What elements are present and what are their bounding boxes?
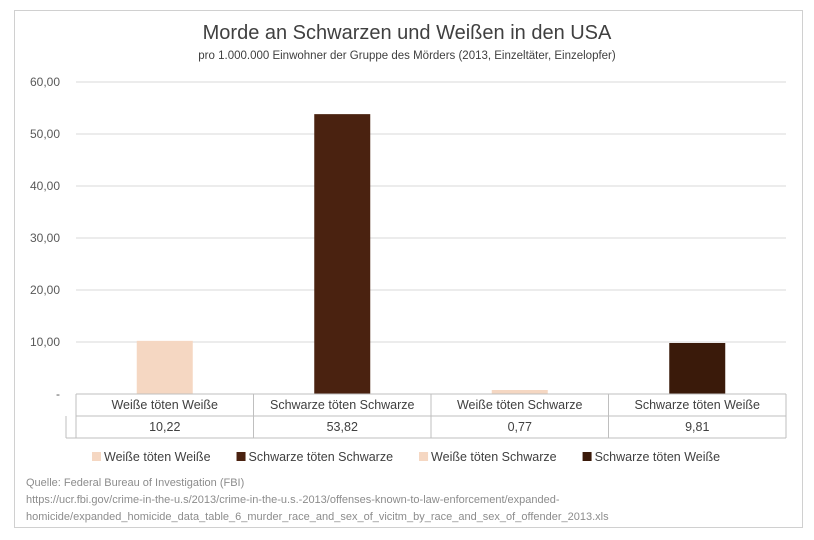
chart-title: Morde an Schwarzen und Weißen in den USA [202, 22, 612, 44]
table-category-label: Weiße töten Weiße [111, 398, 218, 412]
legend-swatch [236, 452, 246, 461]
y-tick-label: 30,00 [30, 231, 60, 245]
bar [491, 389, 548, 394]
legend-swatch [92, 452, 101, 461]
y-tick-label: 10,00 [30, 335, 60, 349]
legend-swatch [582, 452, 592, 461]
y-tick-label: - [56, 387, 60, 401]
table-category-label: Weiße töten Schwarze [457, 398, 583, 412]
chart-frame [14, 10, 803, 528]
legend-label: Weiße töten Schwarze [431, 450, 557, 464]
bar [314, 114, 371, 395]
table-value-label: 53,82 [327, 420, 358, 434]
table-category-label: Schwarze töten Weiße [634, 398, 760, 412]
y-tick-label: 50,00 [30, 127, 60, 141]
legend-label: Schwarze töten Schwarze [249, 450, 394, 464]
table-category-label: Schwarze töten Schwarze [270, 398, 415, 412]
y-tick-label: 60,00 [30, 75, 60, 89]
bar [136, 340, 193, 394]
source-line-3: homicide/expanded_homicide_data_table_6_… [26, 511, 609, 523]
legend-label: Schwarze töten Weiße [595, 450, 721, 464]
table-value-label: 0,77 [508, 420, 532, 434]
source-line-2: https://ucr.fbi.gov/crime-in-the-u.s/201… [26, 494, 560, 506]
legend-swatch [419, 452, 429, 461]
chart-subtitle: pro 1.000.000 Einwohner der Gruppe des M… [198, 50, 616, 62]
table-value-label: 9,81 [685, 420, 709, 434]
source-line-1: Quelle: Federal Bureau of Investigation … [26, 477, 245, 489]
legend-label: Weiße töten Weiße [104, 450, 211, 464]
y-tick-label: 40,00 [30, 179, 60, 193]
table-value-label: 10,22 [149, 420, 180, 434]
source-note: Quelle: Federal Bureau of Investigation … [26, 475, 796, 526]
y-tick-label: 20,00 [30, 283, 60, 297]
bar [669, 342, 726, 394]
